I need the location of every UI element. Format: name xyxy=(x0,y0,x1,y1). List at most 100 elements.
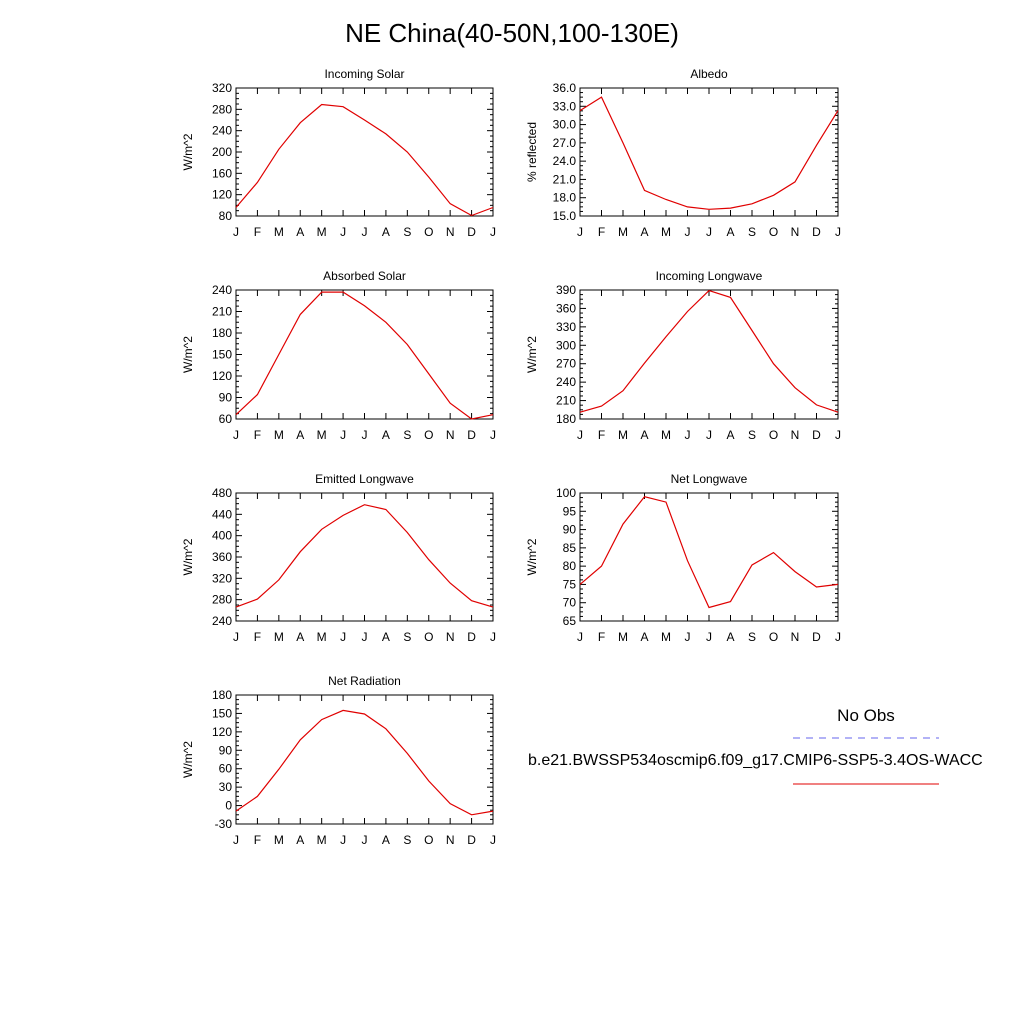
y-tick-label: 180 xyxy=(212,326,232,340)
x-tick-label: N xyxy=(791,428,800,442)
x-tick-label: J xyxy=(233,225,239,239)
y-tick-label: 210 xyxy=(556,394,576,408)
y-tick-label: 210 xyxy=(212,305,232,319)
x-tick-label: J xyxy=(362,428,368,442)
x-tick-label: J xyxy=(233,630,239,644)
y-tick-label: 90 xyxy=(219,743,233,757)
x-tick-label: O xyxy=(769,630,778,644)
y-tick-label: 300 xyxy=(556,338,576,352)
panel-title: Emitted Longwave xyxy=(315,472,414,486)
y-tick-label: 360 xyxy=(212,550,232,564)
y-tick-label: 360 xyxy=(556,301,576,315)
y-tick-label: 36.0 xyxy=(553,81,577,95)
x-tick-label: A xyxy=(382,630,390,644)
x-tick-label: J xyxy=(706,630,712,644)
x-tick-label: N xyxy=(791,225,800,239)
series-line xyxy=(579,289,839,413)
y-tick-label: 120 xyxy=(212,725,232,739)
y-tick-label: 270 xyxy=(556,357,576,371)
y-axis-label: W/m^2 xyxy=(181,336,195,373)
x-tick-label: M xyxy=(618,225,628,239)
y-tick-label: 150 xyxy=(212,706,232,720)
y-tick-label: 70 xyxy=(563,596,577,610)
x-tick-label: M xyxy=(618,630,628,644)
y-tick-label: 240 xyxy=(212,614,232,628)
x-tick-label: J xyxy=(490,428,496,442)
x-tick-label: J xyxy=(685,630,691,644)
x-tick-label: O xyxy=(424,428,433,442)
y-tick-label: 0 xyxy=(225,799,232,813)
x-tick-label: A xyxy=(726,225,734,239)
x-tick-label: J xyxy=(577,630,583,644)
x-tick-label: N xyxy=(446,225,455,239)
series-line xyxy=(579,96,839,210)
x-tick-label: N xyxy=(446,428,455,442)
x-tick-label: M xyxy=(274,833,284,847)
x-tick-label: J xyxy=(835,630,841,644)
panel-title: Absorbed Solar xyxy=(323,269,406,283)
x-tick-label: D xyxy=(467,630,476,644)
x-tick-label: O xyxy=(424,833,433,847)
y-tick-label: 320 xyxy=(212,571,232,585)
y-tick-label: 30.0 xyxy=(553,118,577,132)
x-tick-label: J xyxy=(835,225,841,239)
x-tick-label: S xyxy=(748,630,756,644)
x-tick-label: M xyxy=(317,833,327,847)
y-tick-label: 27.0 xyxy=(553,136,577,150)
x-tick-label: M xyxy=(317,225,327,239)
x-tick-label: F xyxy=(598,428,605,442)
x-tick-label: N xyxy=(791,630,800,644)
x-tick-label: J xyxy=(706,225,712,239)
x-tick-label: A xyxy=(296,833,304,847)
y-tick-label: 60 xyxy=(219,762,233,776)
x-tick-label: S xyxy=(748,225,756,239)
x-tick-label: J xyxy=(340,630,346,644)
y-tick-label: 120 xyxy=(212,369,232,383)
y-tick-label: 240 xyxy=(212,124,232,138)
x-tick-label: A xyxy=(640,225,648,239)
x-tick-label: D xyxy=(467,428,476,442)
y-tick-label: 320 xyxy=(212,81,232,95)
y-tick-label: 21.0 xyxy=(553,172,577,186)
x-tick-label: A xyxy=(296,428,304,442)
x-tick-label: J xyxy=(685,428,691,442)
y-tick-label: 80 xyxy=(563,559,577,573)
x-tick-label: J xyxy=(340,833,346,847)
y-tick-label: 180 xyxy=(556,412,576,426)
x-tick-label: M xyxy=(661,225,671,239)
x-tick-label: S xyxy=(403,225,411,239)
plot-frame xyxy=(579,87,839,217)
x-tick-label: A xyxy=(726,428,734,442)
panel-title: Incoming Longwave xyxy=(656,269,763,283)
x-tick-label: J xyxy=(706,428,712,442)
y-tick-label: 90 xyxy=(563,523,577,537)
plot-frame xyxy=(235,87,494,217)
x-tick-label: A xyxy=(640,630,648,644)
y-tick-label: 200 xyxy=(212,145,232,159)
x-tick-label: A xyxy=(382,428,390,442)
y-tick-label: 240 xyxy=(556,375,576,389)
x-tick-label: F xyxy=(254,428,261,442)
y-tick-label: 120 xyxy=(212,188,232,202)
x-tick-label: O xyxy=(424,630,433,644)
x-tick-label: M xyxy=(618,428,628,442)
panel-2: Absorbed Solar 60 90 120 150 180 210 240 W/m^2 J F… xyxy=(181,269,496,442)
y-tick-label: 18.0 xyxy=(553,191,577,205)
x-tick-label: A xyxy=(640,428,648,442)
plot-frame xyxy=(235,492,494,622)
legend-obs-label: No Obs xyxy=(837,706,895,725)
x-tick-label: J xyxy=(340,225,346,239)
x-tick-label: A xyxy=(726,630,734,644)
x-tick-label: F xyxy=(254,630,261,644)
y-tick-label: 60 xyxy=(219,412,233,426)
y-axis-label: W/m^2 xyxy=(181,538,195,575)
x-tick-label: D xyxy=(812,428,821,442)
plot-frame xyxy=(235,289,494,420)
x-tick-label: O xyxy=(424,225,433,239)
y-tick-label: 33.0 xyxy=(553,99,577,113)
x-tick-label: N xyxy=(446,630,455,644)
x-tick-label: J xyxy=(233,833,239,847)
x-tick-label: S xyxy=(403,630,411,644)
y-tick-label: 75 xyxy=(563,577,577,591)
